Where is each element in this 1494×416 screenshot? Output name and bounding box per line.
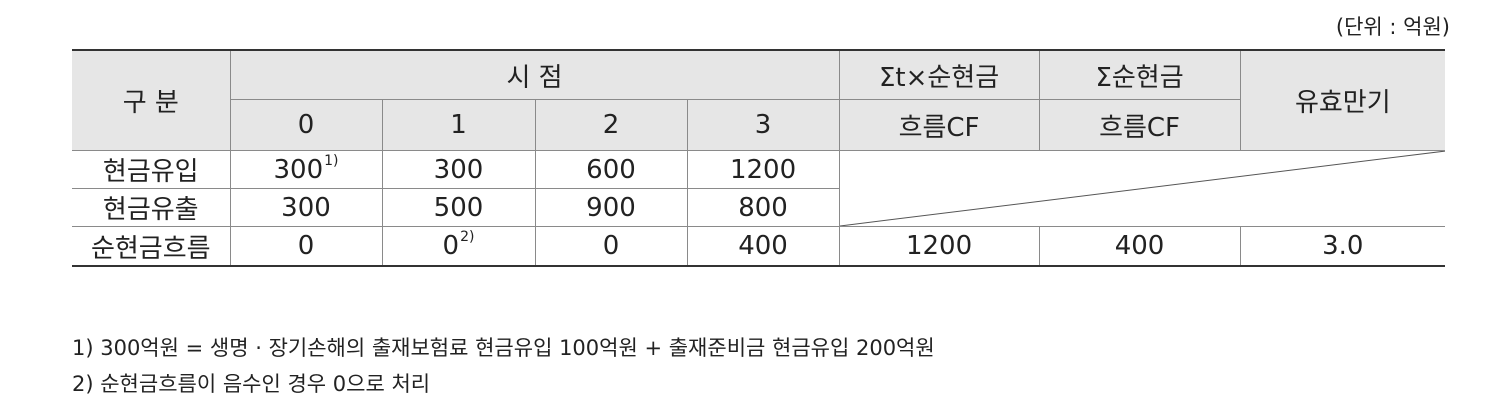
- table-cell: 500: [381, 188, 536, 227]
- header-weighted-cf-line2: 흐름CF: [838, 99, 1040, 151]
- weighted-cf-value: 1200: [838, 226, 1040, 267]
- table-row: 현금유출 300 500 900 800: [72, 188, 1445, 227]
- diagonal-empty-cell: [838, 150, 1446, 227]
- table-cell: 0: [229, 226, 383, 267]
- table-cell: 3001): [229, 150, 383, 189]
- footnote-marker-2: 2): [460, 229, 475, 245]
- cash-flow-table: 구 분 시 점 Σt×순현금 Σ순현금 유효만기 0 1 2 3 흐름CF 흐름…: [72, 49, 1446, 267]
- footnotes: 1) 300억원 = 생명 · 장기손해의 출재보험료 현금유입 100억원 +…: [72, 330, 935, 402]
- header-sum-cf-line2: 흐름CF: [1038, 99, 1241, 151]
- table-cell: 0: [534, 226, 688, 267]
- header-period-2: 2: [534, 99, 688, 151]
- table-cell: 800: [686, 188, 840, 227]
- footnote-2: 2) 순현금흐름이 음수인 경우 0으로 처리: [72, 372, 431, 396]
- header-duration: 유효만기: [1239, 49, 1446, 151]
- duration-value: 3.0: [1239, 226, 1446, 267]
- footnote-marker-1: 1): [324, 152, 339, 169]
- header-category: 구 분: [72, 49, 231, 151]
- table-cell: 400: [686, 226, 840, 267]
- table-row: 현금유입 3001) 300 600 1200: [72, 150, 1446, 227]
- header-period-0: 0: [230, 99, 383, 151]
- header-period-1: 1: [381, 99, 536, 151]
- header-weighted-cf-line1: Σt×순현금: [838, 49, 1040, 100]
- sum-cf-value: 400: [1038, 226, 1241, 267]
- header-time-point: 시 점: [229, 49, 840, 100]
- table-cell: 02): [381, 226, 536, 267]
- table-cell: 600: [534, 150, 688, 189]
- header-period-3: 3: [686, 99, 840, 151]
- table-cell: 300: [229, 188, 383, 227]
- diagonal-line: [840, 151, 1446, 226]
- unit-note: (단위 : 억원): [1335, 15, 1450, 39]
- row-label-net-cash-flow: 순현금흐름: [72, 226, 231, 267]
- cash-flow-table-wrapper: 구 분 시 점 Σt×순현금 Σ순현금 유효만기 0 1 2 3 흐름CF 흐름…: [72, 49, 1446, 267]
- footnote-1: 1) 300억원 = 생명 · 장기손해의 출재보험료 현금유입 100억원 +…: [72, 336, 935, 360]
- header-sum-cf-line1: Σ순현금: [1038, 49, 1241, 100]
- table-row: 순현금흐름 0 02) 0 400 1200 400 3.0: [72, 226, 1446, 267]
- table-cell: 900: [534, 188, 688, 227]
- row-label-cash-outflow: 현금유출: [72, 188, 231, 227]
- row-label-cash-inflow: 현금유입: [72, 150, 231, 189]
- table-cell: 1200: [686, 150, 840, 189]
- table-cell: 300: [381, 150, 536, 189]
